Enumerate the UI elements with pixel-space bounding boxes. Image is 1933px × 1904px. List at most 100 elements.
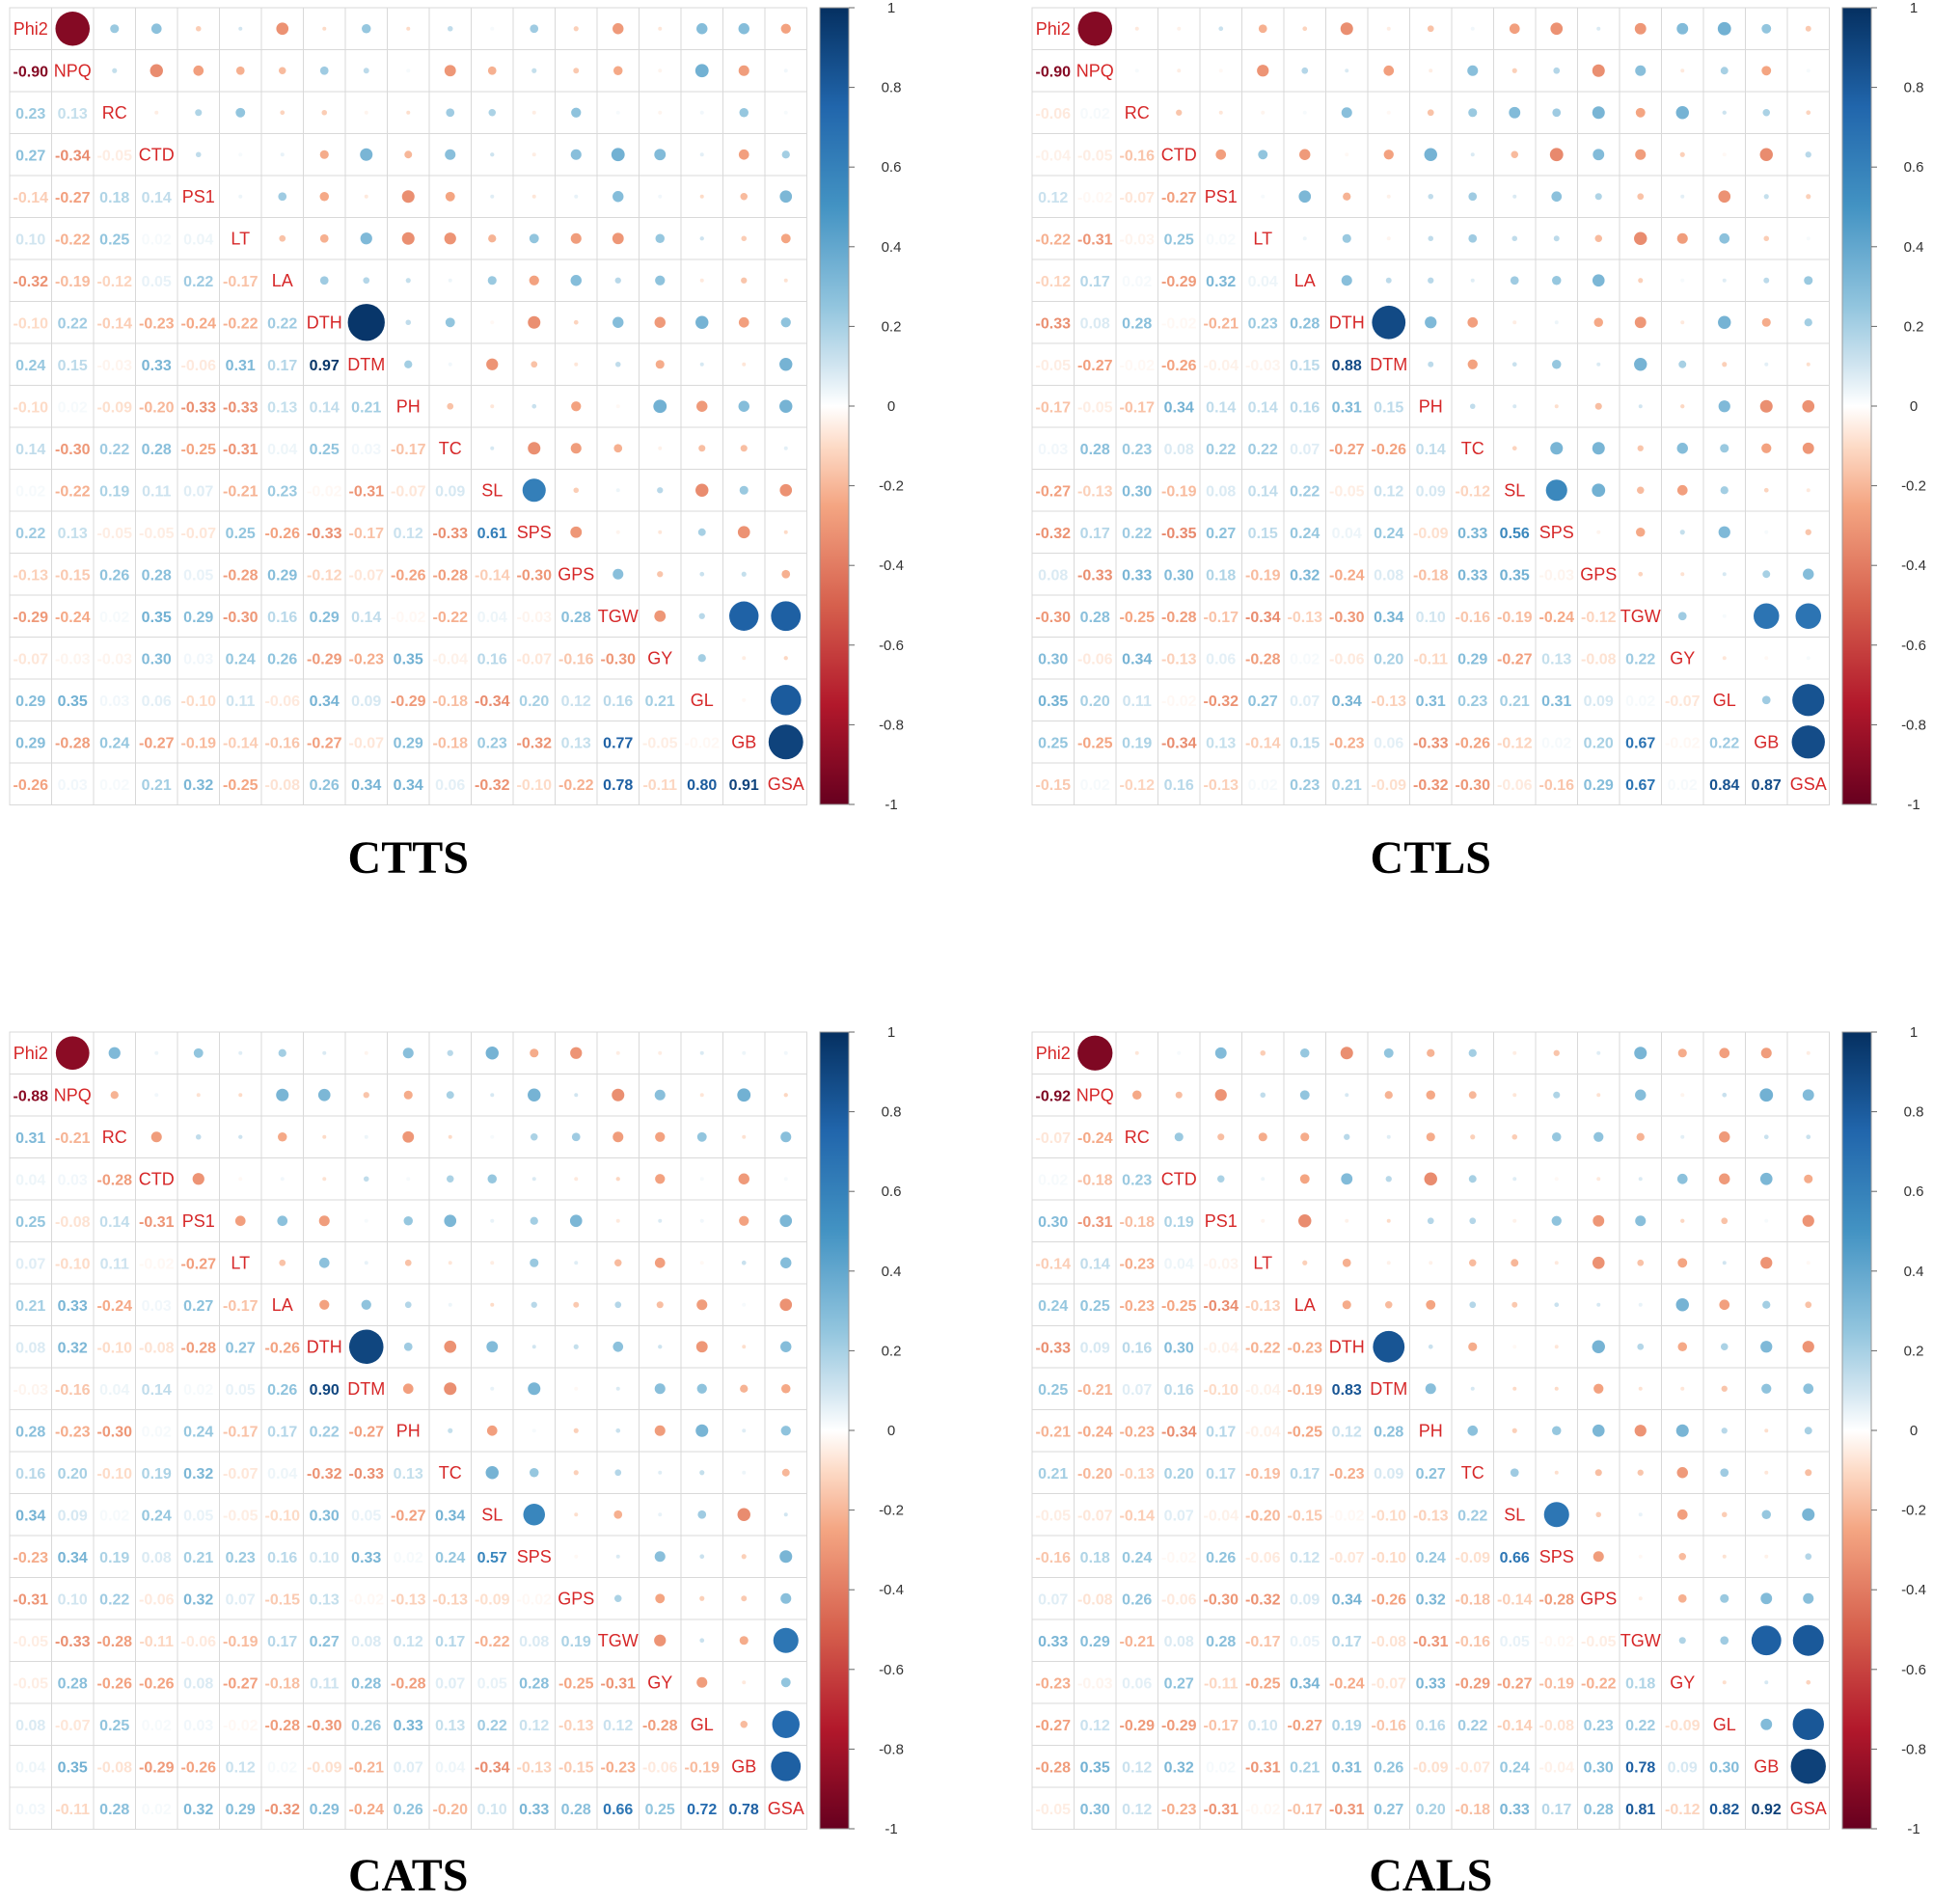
correlation-circle: [490, 404, 495, 409]
coefficient-label: -0.22: [1245, 1340, 1281, 1356]
coefficient-label: 0.03: [99, 694, 129, 710]
correlation-circle: [1384, 1300, 1393, 1309]
coefficient-label: 0.25: [99, 231, 129, 248]
correlation-circle: [1426, 1132, 1435, 1142]
coefficient-label: -0.32: [1036, 526, 1072, 542]
correlation-circle: [1470, 152, 1475, 157]
correlation-circle: [531, 1177, 536, 1182]
correlation-circle: [697, 528, 706, 536]
coefficient-label: 0.14: [351, 610, 381, 626]
correlation-circle: [1427, 1048, 1435, 1057]
correlation-circle: [488, 234, 497, 243]
coefficient-label: -0.10: [181, 694, 217, 710]
correlation-circle: [1722, 152, 1727, 157]
coefficient-label: 0.17: [1332, 1634, 1362, 1650]
legend-tick-label: 0: [887, 398, 895, 415]
correlation-circle: [1722, 613, 1727, 618]
correlation-circle: [238, 26, 243, 31]
correlation-circle: [364, 194, 368, 199]
matrix-cell: [135, 678, 178, 721]
correlation-circle: [1635, 107, 1646, 118]
coefficient-label: 0.20: [1374, 651, 1403, 667]
coefficient-label: -0.06: [1161, 1591, 1197, 1608]
coefficient-label: 0.02: [1080, 106, 1110, 122]
correlation-circle: [1386, 194, 1391, 199]
correlation-circle: [658, 1345, 663, 1349]
coefficient-label: 0.24: [1122, 1550, 1152, 1566]
coefficient-label: -0.28: [1245, 651, 1281, 667]
coefficient-label: -0.10: [1204, 1382, 1239, 1399]
matrix-cell: [512, 553, 556, 596]
correlation-circle: [404, 1301, 412, 1309]
correlation-circle: [1216, 1175, 1225, 1183]
correlation-circle: [1425, 1383, 1436, 1395]
correlation-circle: [1720, 1593, 1729, 1603]
correlation-circle: [1806, 68, 1810, 73]
correlation-circle: [1592, 1340, 1605, 1353]
correlation-circle: [1806, 110, 1811, 116]
correlation-circle: [1258, 1132, 1267, 1142]
correlation-circle: [695, 1341, 708, 1353]
correlation-circle: [531, 403, 537, 409]
correlation-circle: [742, 1345, 747, 1349]
coefficient-label: 0.24: [1374, 526, 1403, 542]
correlation-circle: [1592, 483, 1606, 498]
correlation-circle: [1341, 275, 1352, 286]
correlation-circle: [1637, 193, 1645, 201]
correlation-circle: [1343, 192, 1351, 201]
coefficient-label: -0.13: [1161, 651, 1197, 667]
coefficient-label: -0.19: [55, 274, 91, 290]
coefficient-label: 0.29: [226, 1802, 256, 1818]
correlation-circle: [490, 194, 495, 199]
coefficient-label: -0.27: [1497, 651, 1533, 667]
correlation-circle: [1803, 568, 1814, 580]
coefficient-label: 0.05: [1290, 1634, 1320, 1650]
correlation-circle: [699, 1218, 704, 1223]
coefficient-label: 0.02: [1290, 651, 1320, 667]
correlation-circle: [1806, 1050, 1810, 1055]
coefficient-label: -0.21: [349, 1759, 385, 1776]
coefficient-label: 0.02: [1038, 1172, 1068, 1188]
coefficient-label: 0.11: [310, 1675, 339, 1692]
correlation-circle: [1722, 656, 1727, 661]
coefficient-label: -0.14: [223, 735, 259, 751]
coefficient-label: -0.15: [55, 567, 91, 584]
legend-tick-label: 0.6: [882, 159, 902, 176]
correlation-circle: [655, 360, 665, 369]
correlation-circle: [1635, 149, 1647, 160]
coefficient-label: 0.14: [15, 442, 45, 458]
legend-tick-label: -0.2: [1901, 478, 1926, 495]
correlation-circle: [1511, 1301, 1518, 1308]
correlation-circle: [361, 1299, 371, 1310]
coefficient-label: 0.07: [435, 1675, 465, 1692]
correlation-circle: [487, 1174, 497, 1183]
correlation-circle: [1805, 151, 1811, 158]
legend-colorbar: [819, 1031, 850, 1830]
matrix-cell: [596, 637, 640, 680]
coefficient-label: -0.08: [97, 1759, 133, 1776]
coefficient-label: 0.32: [183, 1466, 213, 1482]
coefficient-label: 0.08: [142, 1550, 172, 1566]
correlation-circle: [1550, 22, 1564, 36]
coefficient-label: -0.10: [1372, 1508, 1407, 1524]
coefficient-label: -0.13: [1077, 483, 1113, 500]
coefficient-label: 0.15: [1290, 358, 1320, 374]
correlation-circle: [573, 1470, 579, 1476]
correlation-circle: [1345, 1093, 1349, 1098]
correlation-circle: [574, 362, 579, 367]
coefficient-label: -0.03: [1077, 1675, 1113, 1692]
coefficient-label: 0.12: [1122, 1759, 1152, 1776]
coefficient-label: -0.16: [1372, 1718, 1407, 1734]
correlation-circle: [780, 233, 791, 244]
correlation-circle: [729, 601, 759, 631]
trait-label: LT: [231, 1253, 250, 1272]
coefficient-label: 0.33: [351, 1550, 381, 1566]
coefficient-label: -0.03: [1245, 358, 1281, 374]
correlation-circle: [1792, 684, 1825, 717]
coefficient-label: -0.13: [1120, 1466, 1156, 1482]
matrix-cell: [387, 469, 430, 512]
coefficient-label: -0.20: [1245, 1508, 1281, 1524]
coefficient-label: 0.13: [1206, 735, 1236, 751]
coefficient-label: 0.02: [58, 399, 88, 416]
